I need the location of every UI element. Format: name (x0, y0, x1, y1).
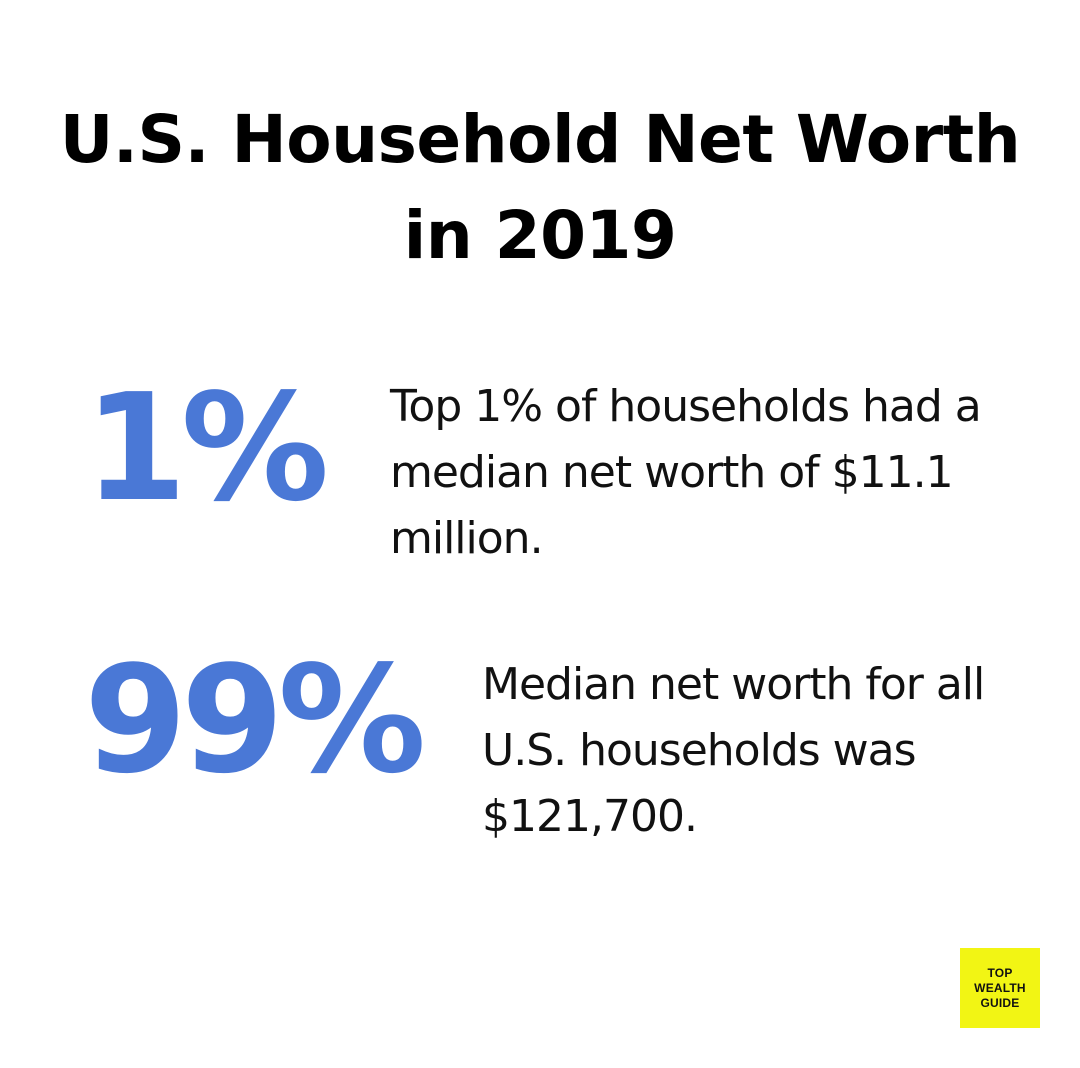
stat-value-99-percent: 99% (84, 634, 426, 806)
logo-line-1: TOP (987, 965, 1013, 980)
page-title-line-1: U.S. Household Net Worth (59, 101, 1021, 178)
top-wealth-guide-logo: TOP WEALTH GUIDE (960, 948, 1040, 1028)
logo-line-3: GUIDE (980, 995, 1020, 1010)
logo-line-2: WEALTH (974, 980, 1026, 995)
page-title: U.S. Household Net Worth in 2019 (0, 92, 1080, 284)
stat-description-top-1-percent: Top 1% of households had a median net wo… (390, 381, 982, 564)
stat-description-99-percent: Median net worth for all U.S. households… (482, 659, 985, 842)
page-title-line-2: in 2019 (403, 197, 677, 274)
stat-value-top-1-percent: 1% (84, 362, 329, 534)
